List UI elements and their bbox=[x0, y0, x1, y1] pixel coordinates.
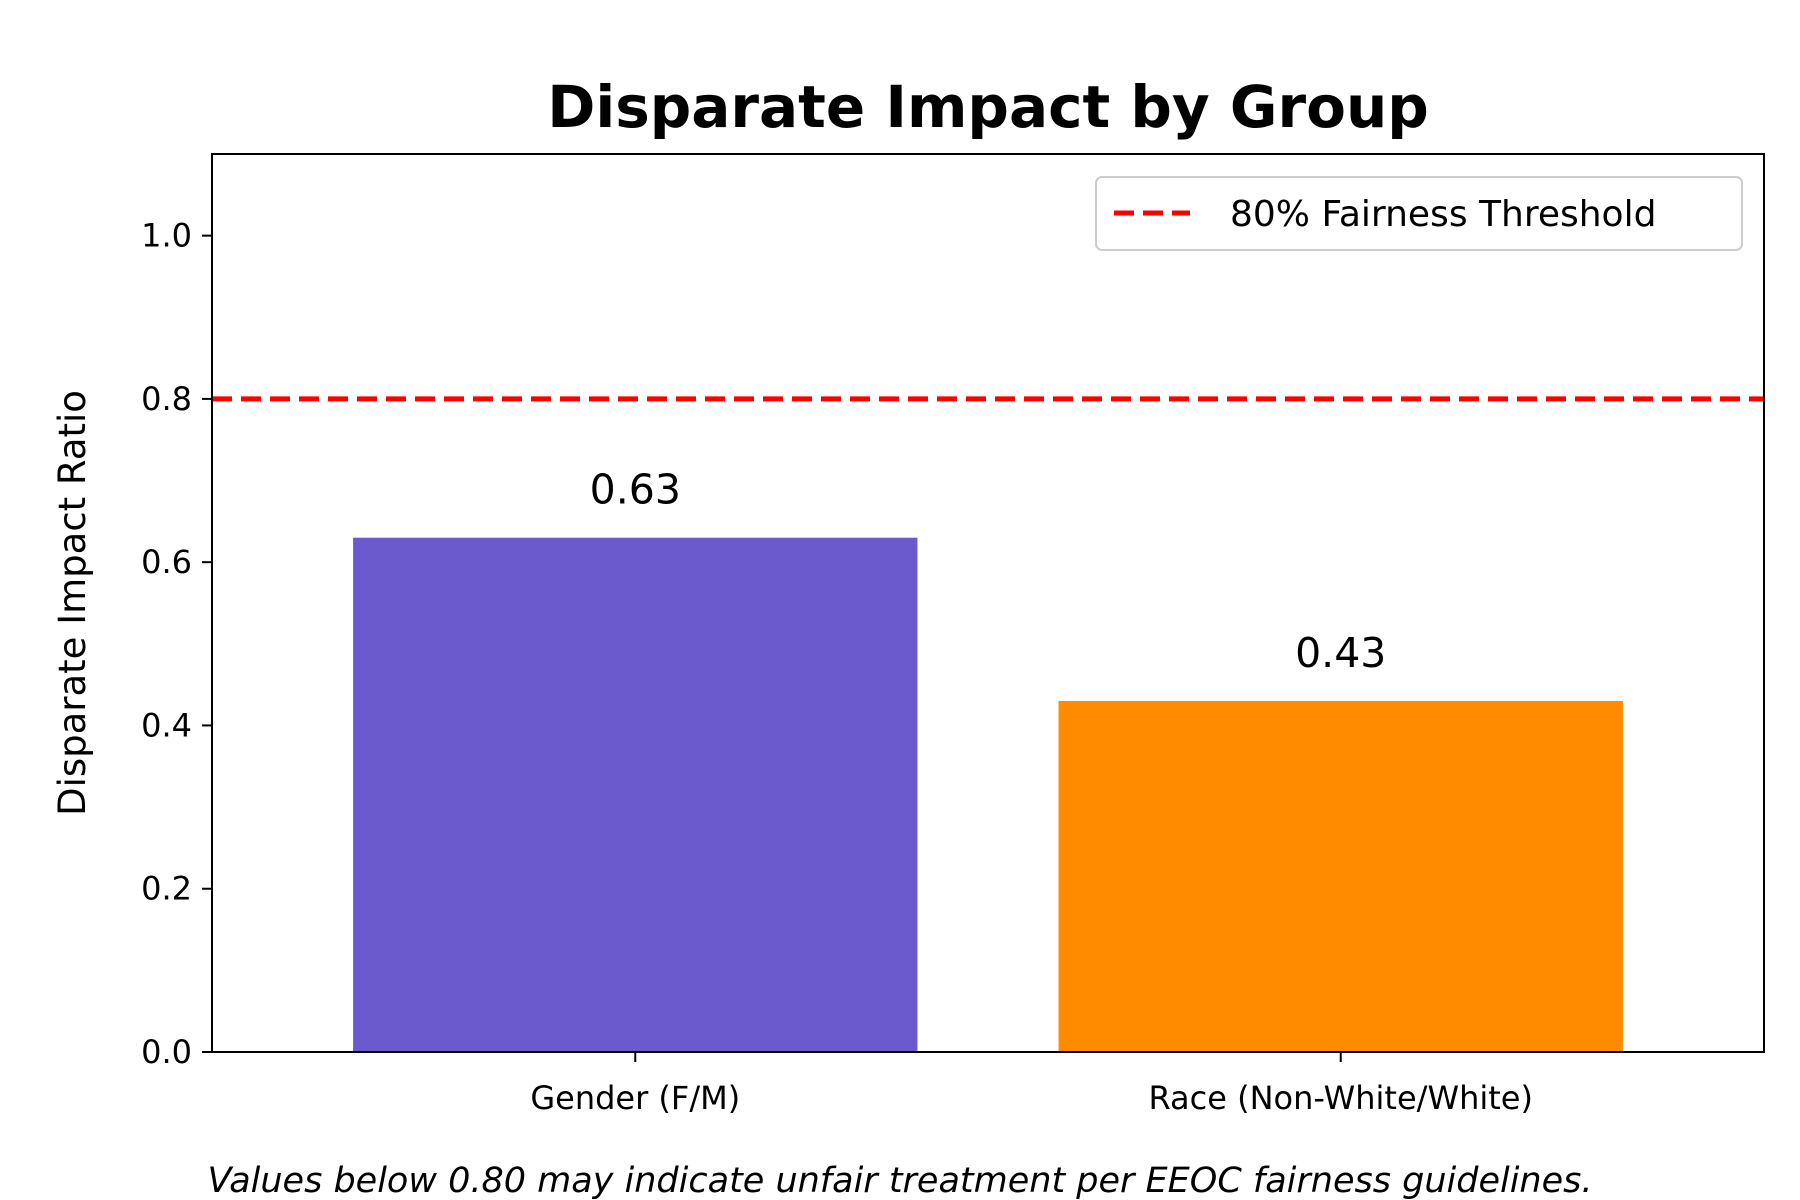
bar-value-label: 0.63 bbox=[590, 466, 681, 514]
legend: 80% Fairness Threshold bbox=[1095, 176, 1743, 251]
legend-threshold-label: 80% Fairness Threshold bbox=[1230, 194, 1656, 235]
y-axis-label: Disparate Impact Ratio bbox=[51, 390, 94, 816]
y-tick-label: 0.6 bbox=[141, 543, 192, 581]
legend-box bbox=[1095, 176, 1743, 251]
y-tick-label: 0.8 bbox=[141, 380, 192, 418]
x-axis-ticks: Gender (F/M) Race (Non-White/White) bbox=[530, 1052, 1533, 1117]
y-tick-label: 0.0 bbox=[141, 1033, 192, 1071]
y-tick-label: 0.4 bbox=[141, 706, 192, 744]
y-tick-label: 1.0 bbox=[141, 217, 192, 255]
chart-caption: Values below 0.80 may indicate unfair tr… bbox=[208, 1161, 1593, 1200]
bar bbox=[1058, 700, 1623, 1052]
data-labels: 0.63 0.43 bbox=[590, 466, 1387, 677]
bar-value-label: 0.43 bbox=[1295, 629, 1386, 677]
plot-frame bbox=[211, 153, 1765, 1053]
chart-title: Disparate Impact by Group bbox=[547, 73, 1429, 141]
x-tick-label: Gender (F/M) bbox=[530, 1079, 740, 1117]
y-tick-label: 0.2 bbox=[141, 870, 192, 908]
x-tick-label: Race (Non-White/White) bbox=[1148, 1079, 1532, 1117]
y-axis-ticks: 0.0 0.2 0.4 0.6 0.8 1.0 bbox=[141, 217, 212, 1071]
bar bbox=[353, 537, 918, 1052]
bars-layer bbox=[353, 537, 1623, 1052]
